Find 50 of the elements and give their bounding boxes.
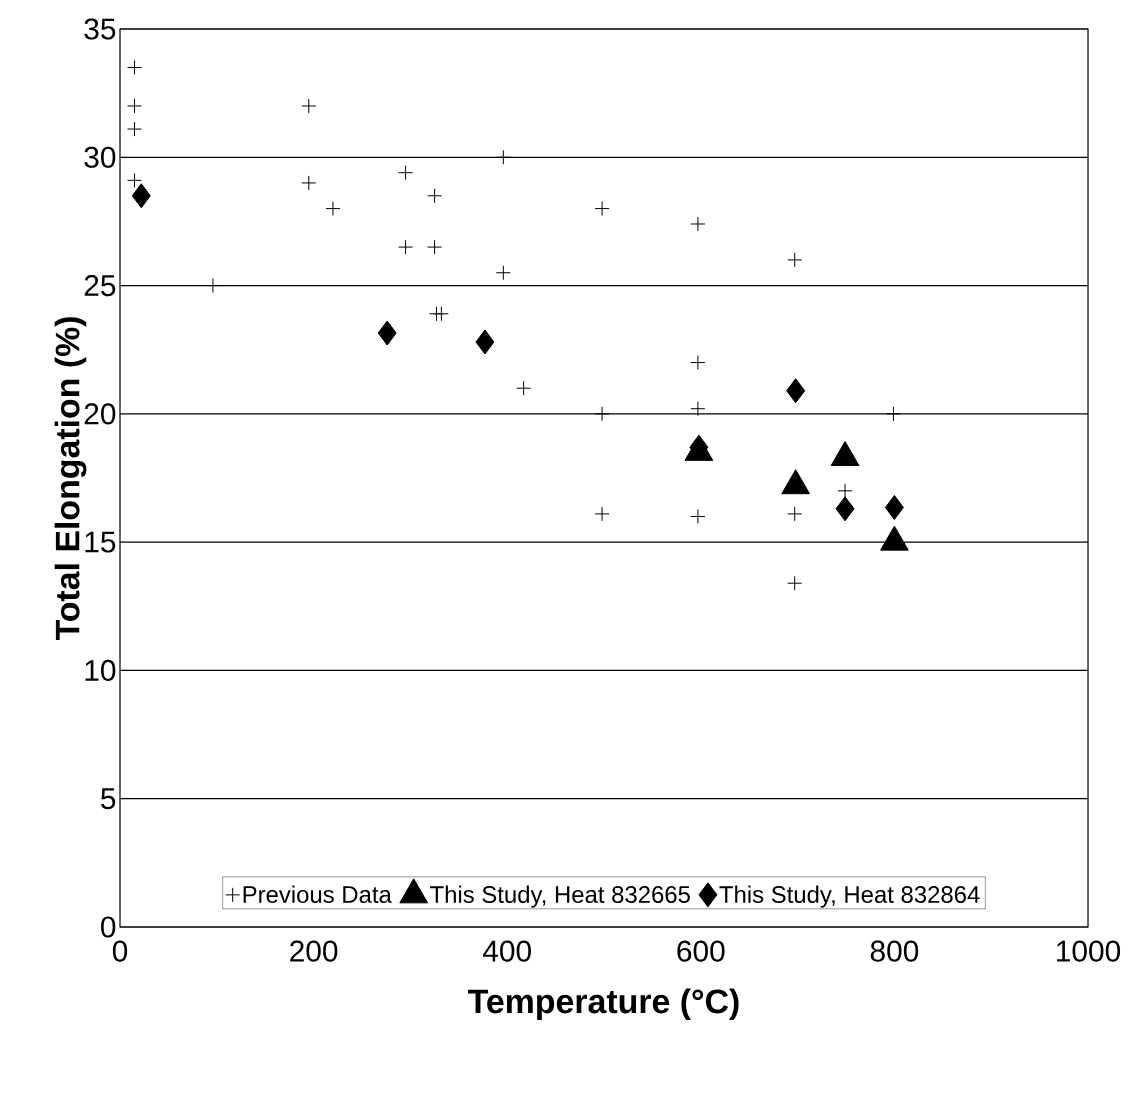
x-tick-label: 1000 xyxy=(1057,940,1121,962)
x-tick-label: 800 xyxy=(870,940,919,962)
point xyxy=(301,175,317,191)
point xyxy=(475,329,495,355)
point xyxy=(594,406,610,422)
point xyxy=(787,506,803,522)
point xyxy=(427,239,443,255)
point xyxy=(127,121,143,137)
point xyxy=(495,265,511,281)
point xyxy=(690,355,706,371)
x-tick-label: 200 xyxy=(290,940,338,962)
point xyxy=(690,216,706,232)
x-tick-label: 400 xyxy=(482,940,531,962)
y-tick-label: 5 xyxy=(101,788,116,810)
point xyxy=(433,306,449,322)
point xyxy=(301,98,317,114)
y-tick-label: 15 xyxy=(85,531,116,553)
point xyxy=(835,496,855,522)
point xyxy=(516,380,532,396)
point xyxy=(884,495,904,520)
point xyxy=(837,483,853,499)
point xyxy=(127,59,143,75)
point xyxy=(787,252,803,268)
point xyxy=(786,378,806,404)
x-tick-label: 600 xyxy=(677,940,725,962)
y-tick-label: 25 xyxy=(84,274,116,297)
point xyxy=(690,508,706,524)
point xyxy=(427,188,443,204)
legend-label: Previous Data xyxy=(243,885,392,903)
legend-label: This Study, Heat 832864 xyxy=(719,885,980,908)
point xyxy=(131,183,151,209)
y-tick-label: 10 xyxy=(85,659,116,682)
point xyxy=(495,149,511,165)
point xyxy=(127,172,143,188)
point xyxy=(377,320,397,346)
point xyxy=(885,406,901,422)
y-tick-label: 0 xyxy=(101,916,116,938)
point xyxy=(325,201,341,217)
point xyxy=(594,201,610,217)
point xyxy=(690,401,706,417)
y-tick-label: 35 xyxy=(84,18,116,40)
point xyxy=(787,575,803,591)
point xyxy=(398,165,414,181)
point xyxy=(127,98,143,114)
y-tick-label: 30 xyxy=(84,146,116,168)
point xyxy=(398,239,414,255)
point xyxy=(594,506,610,522)
x-axis-title: Temperature (°C) xyxy=(468,988,739,1021)
point xyxy=(205,278,221,294)
legend-label: This Study, Heat 832665 xyxy=(430,885,690,908)
